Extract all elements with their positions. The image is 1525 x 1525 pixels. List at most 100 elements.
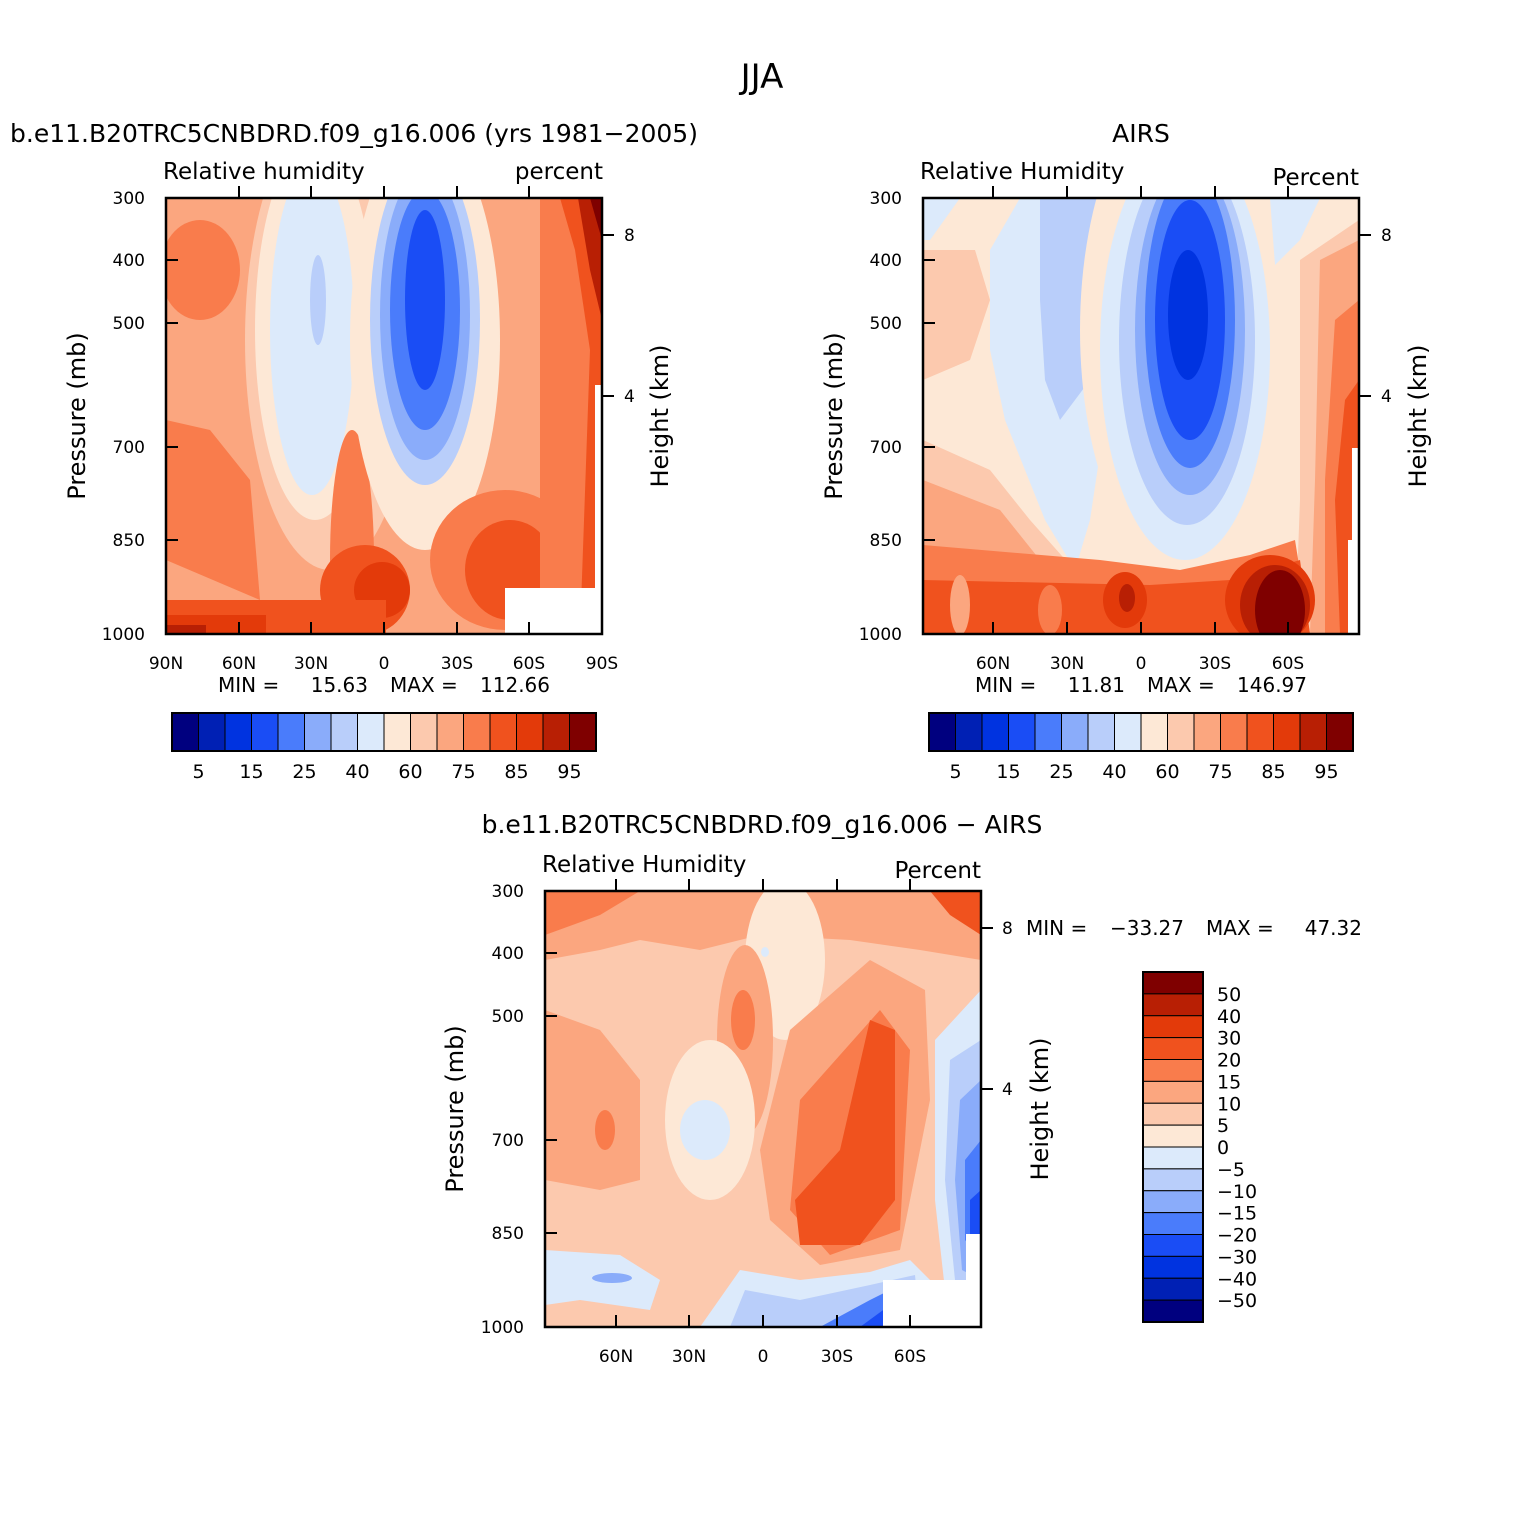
max-value: 47.32 — [1305, 916, 1362, 940]
y2-tick-label: 8 — [1002, 919, 1013, 939]
min-label: MIN = — [975, 673, 1036, 697]
colorbar-swatch — [1326, 712, 1354, 752]
colorbar-swatch — [1142, 993, 1204, 1017]
y2-tick-label: 8 — [624, 226, 635, 246]
x-tick-label: 60S — [513, 654, 545, 674]
right-label: Percent — [1272, 165, 1359, 191]
colorbar-swatch — [224, 712, 252, 752]
left-label: Relative Humidity — [920, 159, 1124, 185]
colorbar-swatch — [304, 712, 332, 752]
colorbar-swatch — [1142, 1277, 1204, 1301]
max-value: 112.66 — [480, 673, 550, 697]
colorbar-swatch — [1167, 712, 1195, 752]
colorbar-swatch — [1142, 1037, 1204, 1060]
colorbar-label: −40 — [1217, 1268, 1257, 1290]
y-tick-label: 850 — [113, 531, 145, 551]
y-tick-label: 300 — [113, 189, 145, 209]
colorbar-swatch — [1193, 712, 1221, 752]
colorbar-swatch — [1008, 712, 1036, 752]
x-tick-label: 30S — [441, 654, 473, 674]
y2-tick-label: 4 — [1381, 387, 1392, 407]
colorbar-swatch — [489, 712, 517, 752]
x-tick-label: 30N — [1050, 654, 1084, 674]
y-tick-label: 400 — [113, 251, 145, 271]
panel-model: b.e11.B20TRC5CNBDRD.f09_g16.006 (yrs 198… — [10, 119, 698, 783]
y-tick-label: 500 — [492, 1007, 524, 1027]
max-label: MAX = — [390, 673, 458, 697]
colorbar-swatch — [569, 712, 597, 752]
colorbar-swatch — [981, 712, 1009, 752]
min-value: 11.81 — [1068, 673, 1125, 697]
colorbar-label: 40 — [1217, 1006, 1241, 1028]
panel-title: b.e11.B20TRC5CNBDRD.f09_g16.006 − AIRS — [482, 810, 1043, 839]
colorbar-swatch — [1142, 1234, 1204, 1257]
colorbar-label: 75 — [1208, 761, 1232, 783]
x-tick-label: 60N — [222, 654, 256, 674]
colorbar-swatch — [1142, 1255, 1204, 1279]
min-value: −33.27 — [1110, 916, 1184, 940]
colorbar-label: 50 — [1217, 984, 1241, 1006]
y-tick-label: 700 — [870, 438, 902, 458]
colorbar-swatch — [1142, 1190, 1204, 1214]
colorbar-swatch — [1273, 712, 1301, 752]
contour-fill — [923, 198, 1359, 634]
y-axis-title: Pressure (mb) — [63, 332, 91, 499]
y2-axis-title: Height (km) — [646, 345, 674, 488]
panel-title: AIRS — [1112, 119, 1170, 148]
colorbar-label: −50 — [1217, 1290, 1257, 1312]
colorbar-label: 95 — [557, 761, 581, 783]
colorbar-label: 60 — [398, 761, 422, 783]
main-title: JJA — [739, 57, 784, 97]
colorbar-label: 40 — [345, 761, 369, 783]
colorbar-swatch — [198, 712, 226, 752]
x-tick-label: 60N — [976, 654, 1010, 674]
colorbar-label: 0 — [1217, 1137, 1229, 1159]
ticks — [923, 186, 1371, 634]
x-tick-label: 0 — [758, 1347, 769, 1367]
colorbar-label: 15 — [996, 761, 1020, 783]
colorbar-label: 85 — [1261, 761, 1285, 783]
colorbar-frame — [171, 712, 597, 752]
colorbar-swatch — [955, 712, 983, 752]
y-tick-label: 850 — [870, 531, 902, 551]
x-tick-label: 30N — [672, 1347, 706, 1367]
colorbar-swatch — [1061, 712, 1089, 752]
min-label: MIN = — [218, 673, 279, 697]
colorbar-label: 25 — [1049, 761, 1073, 783]
min-value: 15.63 — [311, 673, 368, 697]
ticks — [545, 879, 993, 1327]
colorbar-label: 5 — [1217, 1115, 1229, 1137]
colorbar-label: 30 — [1217, 1028, 1241, 1050]
colorbar-swatch — [1140, 712, 1168, 752]
y2-axis-title: Height (km) — [1404, 345, 1432, 488]
left-label: Relative Humidity — [542, 852, 746, 878]
colorbar-swatch — [251, 712, 279, 752]
ticks — [166, 186, 614, 634]
colorbar-label: −5 — [1217, 1159, 1245, 1181]
y-axis-title: Pressure (mb) — [820, 332, 848, 499]
y-tick-label: 500 — [113, 314, 145, 334]
colorbar-swatch — [1087, 712, 1115, 752]
colorbar-swatch — [1034, 712, 1062, 752]
colorbar-label: 5 — [949, 761, 961, 783]
colorbar-label: −30 — [1217, 1246, 1257, 1268]
colorbar-swatch — [357, 712, 385, 752]
y2-tick-label: 4 — [1002, 1080, 1013, 1100]
colorbar-label: 60 — [1155, 761, 1179, 783]
colorbar-swatch — [436, 712, 464, 752]
panel-airs: AIRS Relative Humidity Percent — [820, 119, 1432, 783]
x-tick-label: 30N — [294, 654, 328, 674]
colorbar-label: 25 — [292, 761, 316, 783]
x-tick-label: 90N — [149, 654, 183, 674]
max-value: 146.97 — [1237, 673, 1307, 697]
colorbar-swatch — [928, 712, 956, 752]
y-tick-label: 500 — [870, 314, 902, 334]
y-axis-title: Pressure (mb) — [441, 1025, 469, 1192]
colorbar-label: 20 — [1217, 1050, 1241, 1072]
colorbar-swatch — [1142, 1059, 1204, 1082]
right-label: Percent — [894, 858, 981, 884]
colorbar-label: 15 — [239, 761, 263, 783]
colorbar: 5 15 25 40 60 75 85 95 — [171, 712, 597, 783]
colorbar-swatch — [277, 712, 305, 752]
